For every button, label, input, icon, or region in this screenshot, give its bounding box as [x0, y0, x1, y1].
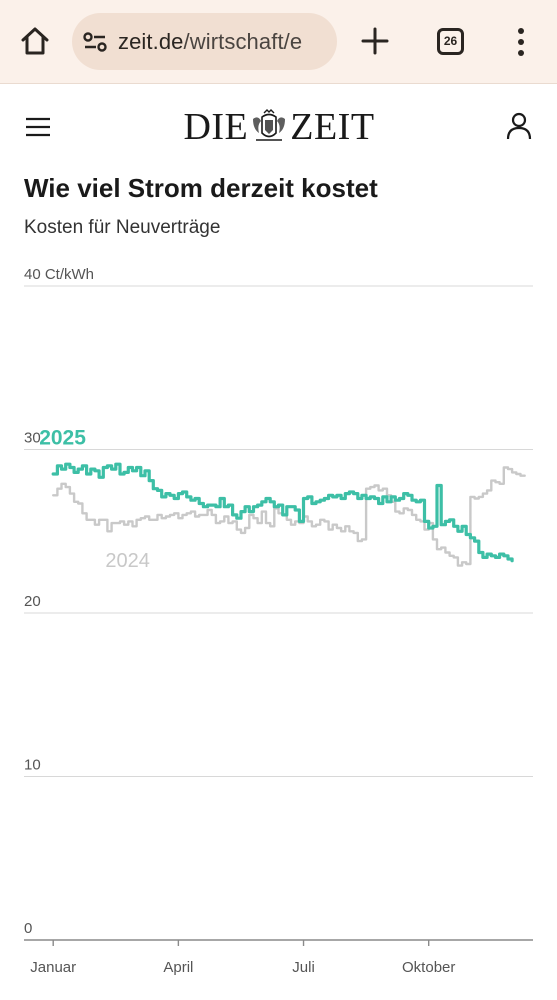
- crest-icon: [253, 109, 286, 141]
- x-tick-label: Oktober: [402, 959, 455, 976]
- site-header: DIE ZEIT: [0, 85, 557, 165]
- label-layer: 0 10 20 30 40 Ct/kWh Januar April Juli Oktober 20…: [24, 266, 455, 976]
- y-tick-label: 10: [24, 757, 41, 774]
- chart-subtitle: Kosten für Neuverträge: [24, 217, 221, 238]
- logo-text-right: ZEIT: [290, 106, 375, 148]
- y-tick-label: 30: [24, 430, 41, 447]
- hamburger-menu-icon[interactable]: [25, 117, 51, 137]
- series-label-2025: 2025: [39, 427, 86, 450]
- chart-title: Wie viel Strom derzeit kostet: [24, 173, 378, 203]
- y-tick-label: 20: [24, 593, 41, 610]
- home-icon[interactable]: [18, 24, 52, 58]
- series-layer: [51, 462, 526, 567]
- site-settings-icon[interactable]: [83, 31, 107, 53]
- logo-text-left: DIE: [183, 106, 249, 148]
- series-line-2025: [51, 462, 514, 563]
- tab-switcher-button[interactable]: 26: [437, 28, 464, 55]
- account-icon[interactable]: [506, 112, 532, 140]
- x-tick-label: April: [163, 959, 193, 976]
- url-domain: zeit.de: [118, 29, 184, 54]
- y-tick-label: 0: [24, 920, 32, 937]
- x-tick-label: Januar: [30, 959, 76, 976]
- series-label-2024: 2024: [105, 550, 150, 572]
- new-tab-icon[interactable]: [360, 26, 390, 56]
- more-menu-icon[interactable]: [510, 26, 532, 58]
- url-text: zeit.de/wirtschaft/e: [118, 29, 302, 55]
- address-bar[interactable]: zeit.de/wirtschaft/e: [72, 13, 337, 70]
- site-logo[interactable]: DIE ZEIT: [172, 106, 386, 148]
- series-line-2024: [52, 466, 526, 567]
- browser-toolbar: zeit.de/wirtschaft/e 26: [0, 0, 557, 84]
- y-tick-label: 40 Ct/kWh: [24, 266, 94, 283]
- grid-layer: [24, 285, 533, 946]
- x-tick-label: Juli: [292, 959, 315, 976]
- price-line-chart: 0 10 20 30 40 Ct/kWh Januar April Juli Oktober 20…: [24, 266, 533, 976]
- url-path: /wirtschaft/e: [183, 29, 303, 54]
